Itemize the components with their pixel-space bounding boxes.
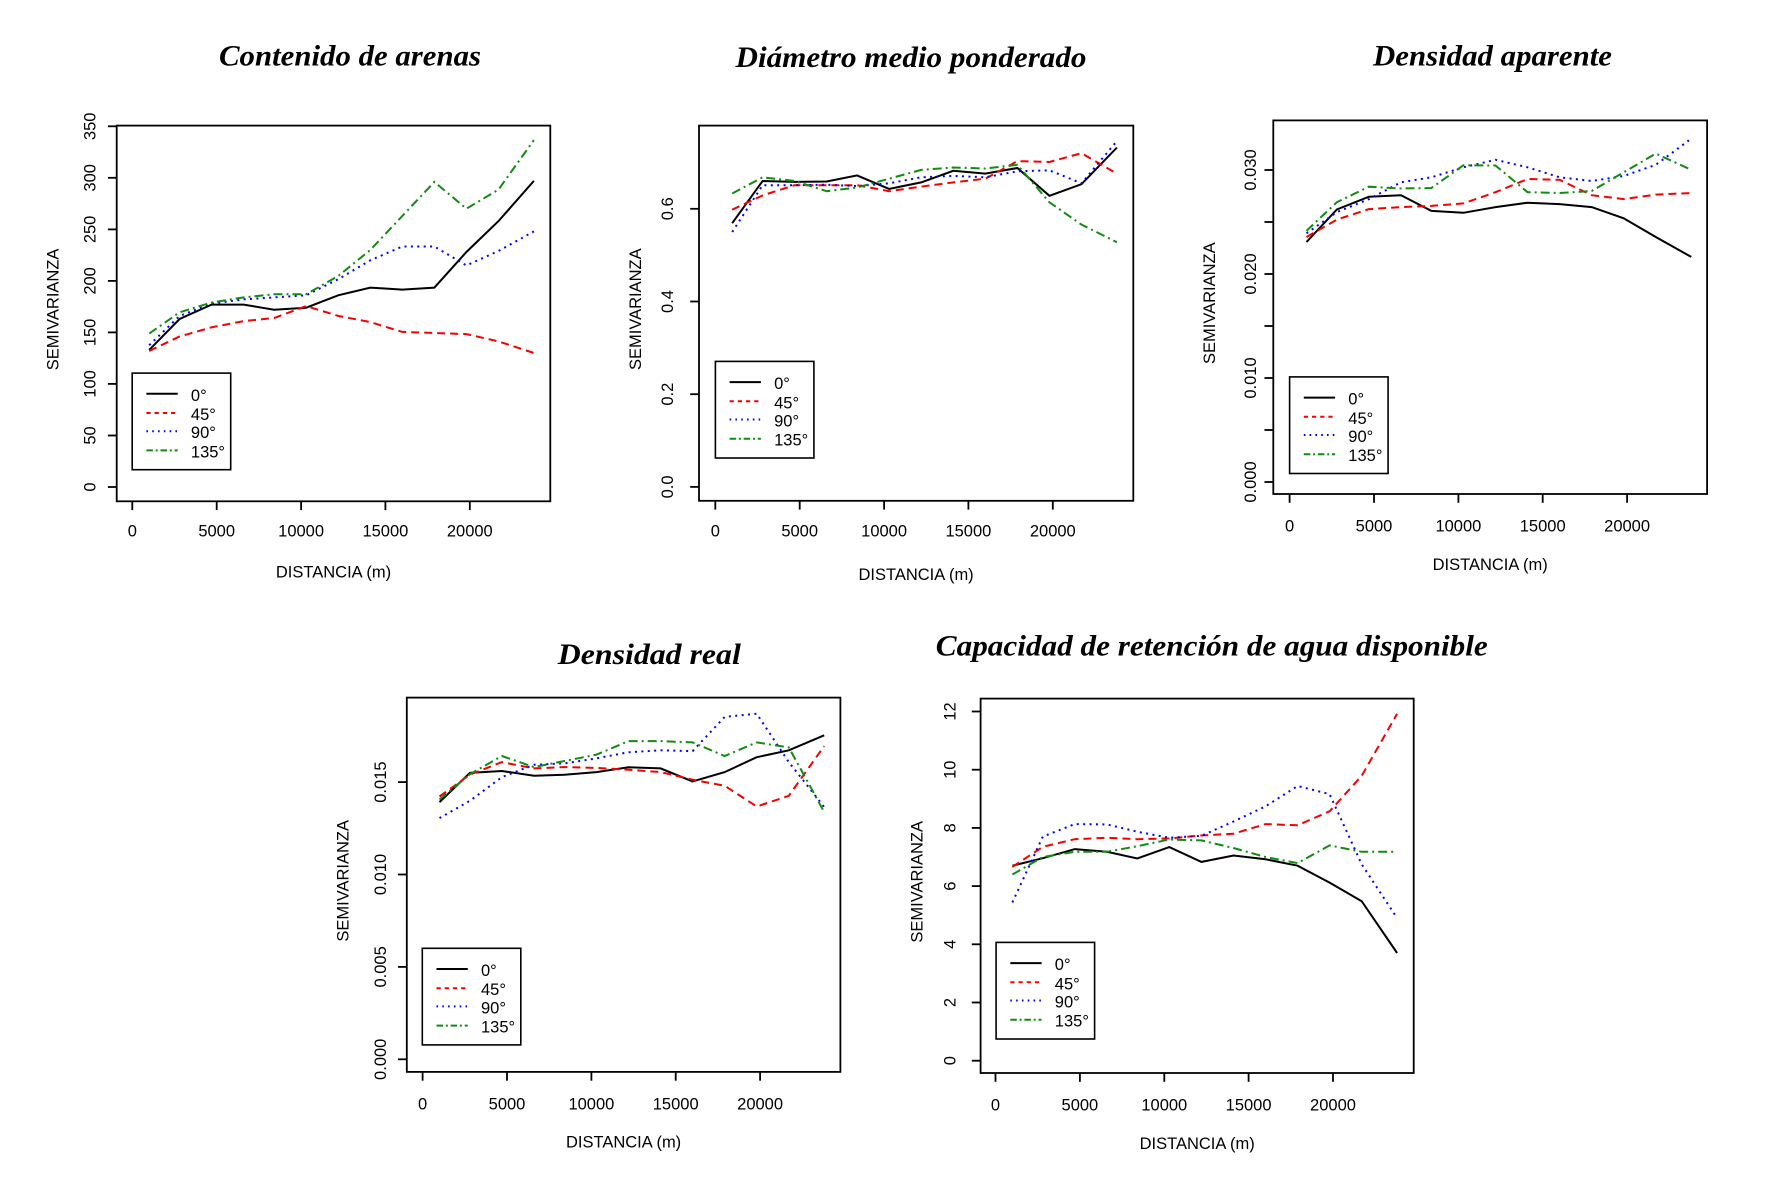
svg-text:15000: 15000 (945, 523, 991, 541)
svg-text:135°: 135° (191, 443, 225, 461)
svg-text:90°: 90° (1348, 428, 1373, 446)
svg-text:0: 0 (128, 523, 137, 541)
svg-text:15000: 15000 (1520, 518, 1566, 536)
svg-text:10000: 10000 (568, 1096, 614, 1114)
svg-text:0: 0 (711, 523, 720, 541)
svg-text:Contenido de arenas: Contenido de arenas (219, 40, 481, 73)
svg-text:20000: 20000 (1604, 518, 1650, 536)
svg-text:4: 4 (942, 940, 960, 949)
svg-text:0.030: 0.030 (1242, 149, 1260, 190)
svg-text:5000: 5000 (198, 523, 235, 541)
svg-text:150: 150 (82, 319, 100, 347)
svg-text:0.010: 0.010 (372, 854, 390, 895)
svg-text:5000: 5000 (1062, 1097, 1099, 1115)
svg-text:0.000: 0.000 (1242, 461, 1260, 502)
svg-text:300: 300 (82, 164, 100, 192)
svg-text:0: 0 (82, 482, 100, 491)
svg-text:135°: 135° (1348, 447, 1382, 465)
svg-text:0.010: 0.010 (1242, 357, 1260, 398)
svg-text:20000: 20000 (447, 523, 493, 541)
svg-text:15000: 15000 (1226, 1097, 1272, 1115)
svg-text:20000: 20000 (1310, 1097, 1356, 1115)
svg-text:350: 350 (82, 113, 100, 141)
svg-text:0°: 0° (191, 387, 207, 405)
svg-text:0°: 0° (1348, 391, 1364, 409)
svg-text:DISTANCIA (m): DISTANCIA (m) (858, 566, 973, 584)
svg-text:12: 12 (942, 702, 960, 720)
svg-text:0.6: 0.6 (659, 197, 677, 220)
svg-text:45°: 45° (774, 394, 799, 412)
svg-text:DISTANCIA (m): DISTANCIA (m) (1140, 1135, 1255, 1153)
svg-text:0.4: 0.4 (659, 290, 677, 313)
svg-text:45°: 45° (481, 981, 506, 999)
svg-text:0.000: 0.000 (372, 1039, 390, 1080)
svg-text:SEMIVARIANZA: SEMIVARIANZA (1201, 242, 1219, 364)
svg-text:0.005: 0.005 (372, 946, 390, 987)
svg-text:DISTANCIA (m): DISTANCIA (m) (566, 1134, 681, 1152)
svg-text:135°: 135° (481, 1019, 515, 1037)
svg-text:10000: 10000 (278, 523, 324, 541)
svg-text:20000: 20000 (737, 1096, 783, 1114)
svg-text:0.0: 0.0 (659, 475, 677, 498)
svg-text:0.2: 0.2 (659, 383, 677, 406)
svg-text:15000: 15000 (653, 1096, 699, 1114)
svg-text:90°: 90° (191, 424, 216, 442)
svg-text:90°: 90° (774, 413, 799, 431)
svg-text:DISTANCIA (m): DISTANCIA (m) (276, 564, 391, 582)
svg-text:SEMIVARIANZA: SEMIVARIANZA (627, 248, 645, 370)
svg-text:10000: 10000 (1141, 1097, 1187, 1115)
svg-text:DISTANCIA (m): DISTANCIA (m) (1433, 556, 1548, 574)
svg-text:90°: 90° (481, 999, 506, 1017)
svg-text:8: 8 (942, 823, 960, 832)
svg-text:0°: 0° (481, 962, 497, 980)
svg-text:200: 200 (82, 267, 100, 295)
svg-text:6: 6 (942, 882, 960, 891)
svg-text:20000: 20000 (1030, 523, 1076, 541)
svg-text:SEMIVARIANZA: SEMIVARIANZA (908, 821, 926, 943)
svg-text:90°: 90° (1055, 994, 1080, 1012)
svg-text:0.015: 0.015 (372, 761, 390, 802)
svg-text:45°: 45° (1348, 410, 1373, 428)
svg-text:45°: 45° (1055, 975, 1080, 993)
svg-text:10000: 10000 (1435, 518, 1481, 536)
svg-text:15000: 15000 (362, 523, 408, 541)
svg-text:Densidad real: Densidad real (557, 638, 742, 671)
svg-text:0: 0 (418, 1096, 427, 1114)
svg-text:0.020: 0.020 (1242, 253, 1260, 294)
svg-text:5000: 5000 (489, 1096, 526, 1114)
svg-text:2: 2 (942, 998, 960, 1007)
svg-text:135°: 135° (1055, 1013, 1089, 1031)
svg-text:10000: 10000 (861, 523, 907, 541)
svg-text:10: 10 (942, 761, 960, 779)
svg-text:5000: 5000 (781, 523, 818, 541)
svg-text:45°: 45° (191, 406, 216, 424)
svg-text:SEMIVARIANZA: SEMIVARIANZA (45, 249, 63, 371)
svg-text:Capacidad de retención de agua: Capacidad de retención de agua disponibl… (936, 630, 1488, 663)
svg-text:0°: 0° (1055, 956, 1071, 974)
svg-text:5000: 5000 (1356, 518, 1393, 536)
svg-text:135°: 135° (774, 432, 808, 450)
svg-text:50: 50 (82, 426, 100, 444)
svg-text:100: 100 (82, 370, 100, 398)
svg-text:0: 0 (942, 1056, 960, 1065)
svg-text:250: 250 (82, 216, 100, 244)
svg-text:0°: 0° (774, 375, 790, 393)
svg-text:0: 0 (991, 1097, 1000, 1115)
svg-text:Diámetro medio ponderado: Diámetro medio ponderado (734, 41, 1086, 74)
svg-text:0: 0 (1285, 518, 1294, 536)
svg-text:Densidad aparente: Densidad aparente (1372, 40, 1612, 73)
svg-text:SEMIVARIANZA: SEMIVARIANZA (335, 820, 353, 942)
